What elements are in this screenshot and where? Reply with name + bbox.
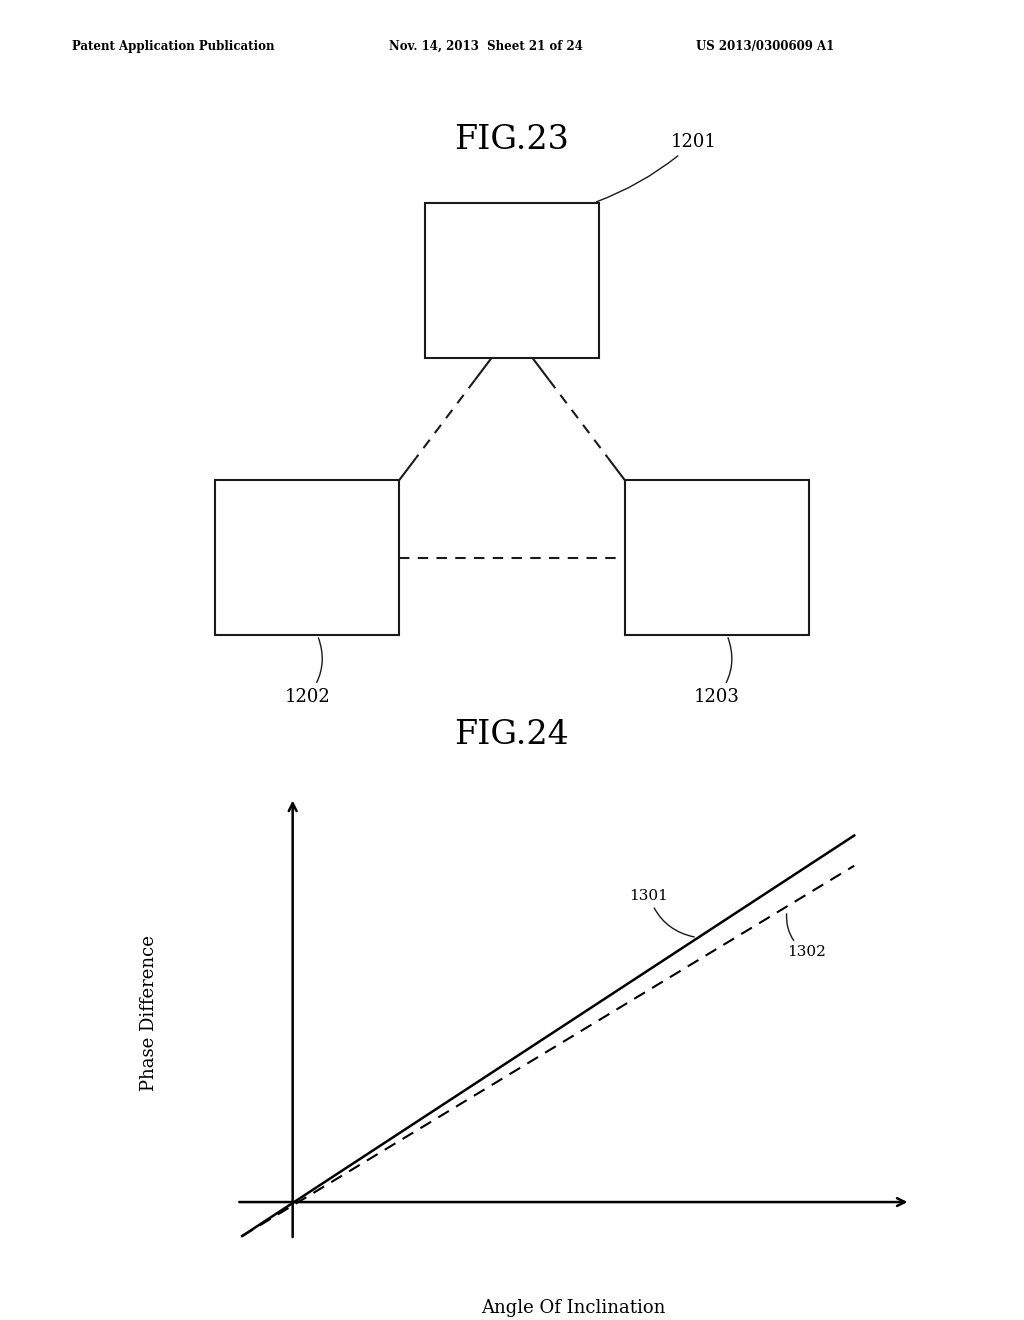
Text: 1201: 1201	[597, 133, 717, 202]
Text: US 2013/0300609 A1: US 2013/0300609 A1	[696, 40, 835, 53]
Bar	[215, 480, 399, 635]
Text: 1302: 1302	[786, 913, 825, 960]
Text: 1301: 1301	[630, 888, 694, 937]
Text: 1202: 1202	[285, 638, 330, 706]
Text: Patent Application Publication: Patent Application Publication	[72, 40, 274, 53]
Text: 1203: 1203	[694, 638, 739, 706]
Bar	[425, 203, 599, 358]
Bar	[625, 480, 809, 635]
Text: FIG.24: FIG.24	[455, 719, 569, 751]
Text: FIG.23: FIG.23	[455, 124, 569, 156]
Text: Angle Of Inclination: Angle Of Inclination	[481, 1299, 666, 1317]
Text: Phase Difference: Phase Difference	[139, 935, 158, 1092]
Text: Nov. 14, 2013  Sheet 21 of 24: Nov. 14, 2013 Sheet 21 of 24	[389, 40, 583, 53]
